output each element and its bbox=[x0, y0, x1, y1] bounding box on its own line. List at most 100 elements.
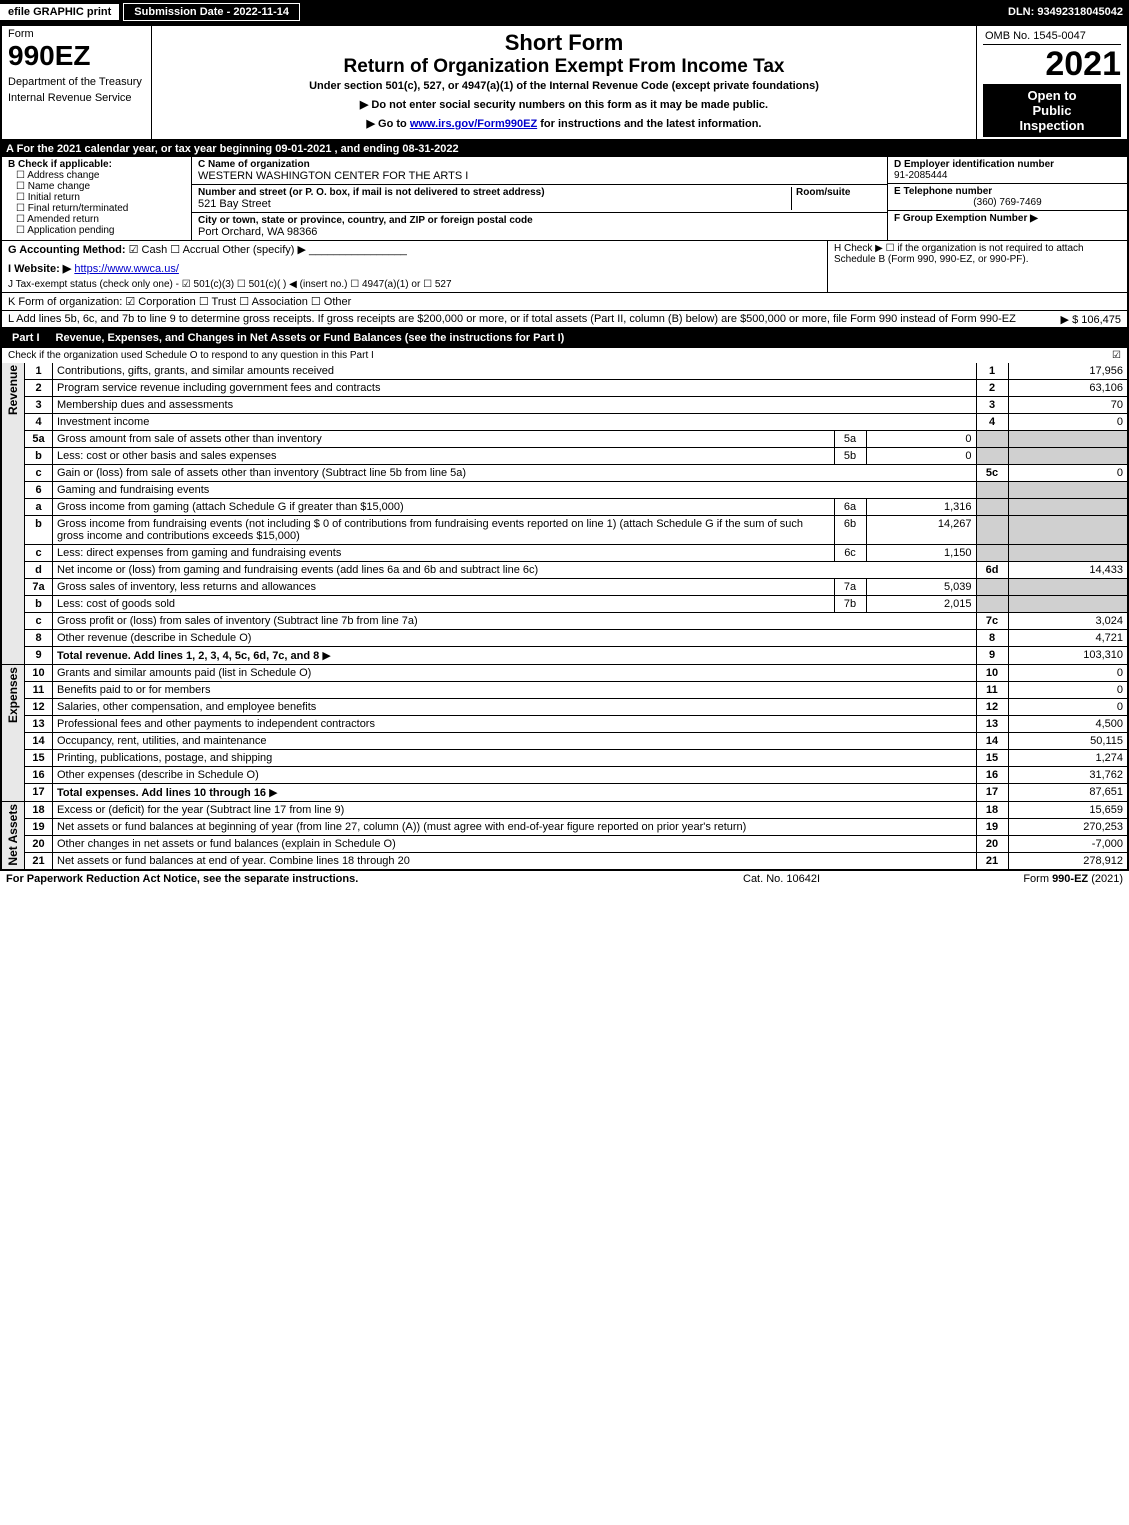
sub-line-no: 6a bbox=[834, 499, 866, 516]
line-rno: 18 bbox=[976, 802, 1008, 819]
line-no: b bbox=[25, 448, 53, 465]
line-no: 17 bbox=[25, 784, 53, 802]
note2: ▶ Go to www.irs.gov/Form990EZ for instru… bbox=[156, 117, 972, 130]
sub-line-val: 1,150 bbox=[866, 545, 976, 562]
line-rno: 7c bbox=[976, 613, 1008, 630]
line-no: c bbox=[25, 545, 53, 562]
line-rno: 8 bbox=[976, 630, 1008, 647]
city-row: City or town, state or province, country… bbox=[192, 213, 887, 240]
addr-label: Number and street (or P. O. box, if mail… bbox=[198, 187, 791, 198]
line-no: a bbox=[25, 499, 53, 516]
ck-amended[interactable]: ☐ Amended return bbox=[16, 214, 185, 225]
line-no: 9 bbox=[25, 647, 53, 665]
g-cash[interactable]: ☑ Cash bbox=[129, 244, 168, 256]
sub-line-no: 5a bbox=[834, 431, 866, 448]
room-label: Room/suite bbox=[796, 187, 881, 198]
line-desc: Occupancy, rent, utilities, and maintena… bbox=[53, 733, 977, 750]
sub-line-no: 7a bbox=[834, 579, 866, 596]
part1-header: Part I Revenue, Expenses, and Changes in… bbox=[0, 328, 1129, 348]
tax-year: 2021 bbox=[983, 45, 1121, 84]
footer-mid: Cat. No. 10642I bbox=[743, 873, 943, 885]
line-no: 10 bbox=[25, 665, 53, 682]
part1-check[interactable]: ☑ bbox=[1112, 350, 1121, 361]
j-row: J Tax-exempt status (check only one) - ☑… bbox=[8, 279, 821, 290]
ck-pending[interactable]: ☐ Application pending bbox=[16, 225, 185, 236]
line-no: d bbox=[25, 562, 53, 579]
ck-address[interactable]: ☐ Address change bbox=[16, 170, 185, 181]
form-word: Form bbox=[8, 28, 145, 40]
inspection-box: Open to Public Inspection bbox=[983, 84, 1121, 137]
line-rno-shade bbox=[976, 499, 1008, 516]
line-rval: 0 bbox=[1008, 682, 1128, 699]
g-other[interactable]: Other (specify) ▶ ________________ bbox=[222, 244, 407, 256]
line-desc: Excess or (deficit) for the year (Subtra… bbox=[53, 802, 977, 819]
line-no: c bbox=[25, 465, 53, 482]
line-rval: 0 bbox=[1008, 465, 1128, 482]
part1-title: Revenue, Expenses, and Changes in Net As… bbox=[50, 330, 571, 346]
line-rno: 14 bbox=[976, 733, 1008, 750]
line-rval: 1,274 bbox=[1008, 750, 1128, 767]
col-c: C Name of organization WESTERN WASHINGTO… bbox=[192, 157, 887, 240]
footer-right: Form 990-EZ (2021) bbox=[943, 873, 1123, 885]
line-no: 12 bbox=[25, 699, 53, 716]
line-desc: Benefits paid to or for members bbox=[53, 682, 977, 699]
footer-left: For Paperwork Reduction Act Notice, see … bbox=[6, 873, 743, 885]
line-no: 16 bbox=[25, 767, 53, 784]
irs: Internal Revenue Service bbox=[8, 92, 145, 104]
line-rno: 5c bbox=[976, 465, 1008, 482]
sub-line-val: 2,015 bbox=[866, 596, 976, 613]
addr: 521 Bay Street bbox=[198, 198, 791, 210]
ck-name[interactable]: ☐ Name change bbox=[16, 181, 185, 192]
g-accrual[interactable]: ☐ Accrual bbox=[170, 244, 219, 256]
sub-line-no: 7b bbox=[834, 596, 866, 613]
line-rval: 14,433 bbox=[1008, 562, 1128, 579]
row-a-label: A bbox=[6, 143, 14, 155]
sub-line-val: 0 bbox=[866, 448, 976, 465]
line-desc: Other changes in net assets or fund bala… bbox=[53, 836, 977, 853]
l-val: ▶ $ 106,475 bbox=[1061, 313, 1121, 326]
line-rno: 9 bbox=[976, 647, 1008, 665]
g-label: G Accounting Method: bbox=[8, 244, 126, 256]
line-rval: 70 bbox=[1008, 397, 1128, 414]
form-number: 990EZ bbox=[8, 40, 145, 72]
ck-final[interactable]: ☐ Final return/terminated bbox=[16, 203, 185, 214]
insp2: Public bbox=[987, 103, 1117, 118]
line-no: 7a bbox=[25, 579, 53, 596]
line-rval: 103,310 bbox=[1008, 647, 1128, 665]
k-row: K Form of organization: ☑ Corporation ☐ … bbox=[0, 293, 1129, 311]
ck-initial[interactable]: ☐ Initial return bbox=[16, 192, 185, 203]
line-rval-shade bbox=[1008, 545, 1128, 562]
efile-label[interactable]: efile GRAPHIC print bbox=[0, 4, 119, 20]
title1: Short Form bbox=[156, 30, 972, 56]
line-desc: Gaming and fundraising events bbox=[53, 482, 977, 499]
line-desc: Less: direct expenses from gaming and fu… bbox=[53, 545, 835, 562]
line-no: 18 bbox=[25, 802, 53, 819]
website-link[interactable]: https://www.wwca.us/ bbox=[74, 263, 179, 275]
irs-link[interactable]: www.irs.gov/Form990EZ bbox=[410, 118, 537, 130]
side-label: Expenses bbox=[6, 667, 20, 723]
row-a: A For the 2021 calendar year, or tax yea… bbox=[0, 141, 1129, 157]
line-desc: Gross profit or (loss) from sales of inv… bbox=[53, 613, 977, 630]
city-label: City or town, state or province, country… bbox=[198, 215, 533, 226]
line-desc: Program service revenue including govern… bbox=[53, 380, 977, 397]
line-rno-shade bbox=[976, 431, 1008, 448]
part1-sub: Check if the organization used Schedule … bbox=[0, 348, 1129, 363]
sub-line-val: 14,267 bbox=[866, 516, 976, 545]
phone: (360) 769-7469 bbox=[894, 197, 1121, 208]
line-no: 5a bbox=[25, 431, 53, 448]
line-no: 13 bbox=[25, 716, 53, 733]
e-row: E Telephone number (360) 769-7469 bbox=[888, 184, 1127, 211]
d-row: D Employer identification number 91-2085… bbox=[888, 157, 1127, 184]
line-desc: Other revenue (describe in Schedule O) bbox=[53, 630, 977, 647]
line-rval: 87,651 bbox=[1008, 784, 1128, 802]
line-no: 6 bbox=[25, 482, 53, 499]
line-desc: Total revenue. Add lines 1, 2, 3, 4, 5c,… bbox=[53, 647, 977, 665]
part1-label: Part I bbox=[2, 330, 50, 346]
line-no: 19 bbox=[25, 819, 53, 836]
form-header: Form 990EZ Department of the Treasury In… bbox=[0, 24, 1129, 141]
line-no: 21 bbox=[25, 853, 53, 871]
line-rno: 2 bbox=[976, 380, 1008, 397]
line-desc: Investment income bbox=[53, 414, 977, 431]
line-desc: Net assets or fund balances at beginning… bbox=[53, 819, 977, 836]
line-rval: 278,912 bbox=[1008, 853, 1128, 871]
